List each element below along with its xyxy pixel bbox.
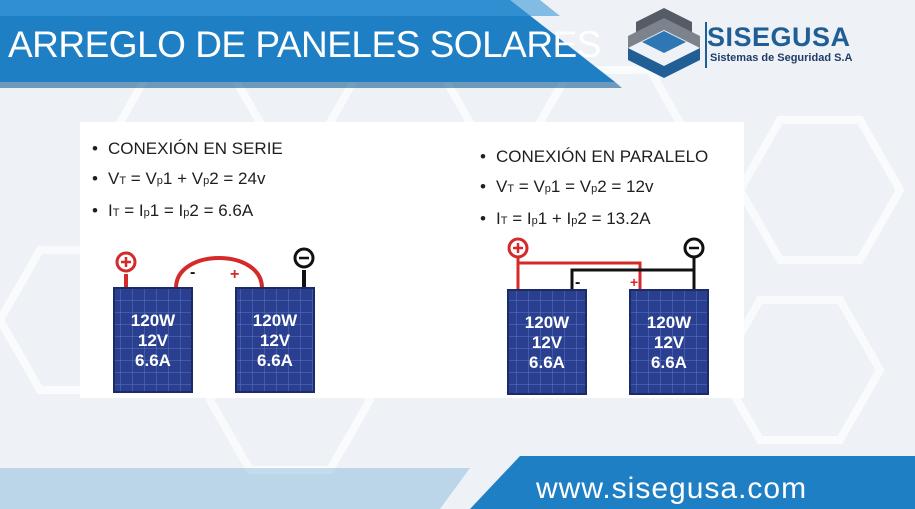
series-panel-1-watts: 120W [131,311,176,330]
series-panel-2 [235,287,315,393]
parallel-heading: • CONEXIÓN EN PARALELO [480,147,709,166]
parallel-minus-label: - [575,274,580,291]
parallel-panel-2 [629,289,709,395]
series-positive-terminal-icon [115,251,137,273]
sisegusa-logo-icon [628,8,707,78]
series-heading: • CONEXIÓN EN SERIE [92,139,283,158]
series-bullets: • CONEXIÓN EN SERIE • VT = Vp1 + Vp2 = 24v… [92,134,283,228]
parallel-panel-2-volts: 12V [654,333,685,352]
series-minus-label: - [190,264,195,281]
series-panel-2-amps: 6.6A [257,351,293,370]
parallel-wires [516,256,696,290]
parallel-current-formula: • IT = Ip1 + Ip2 = 13.2A [480,209,651,228]
series-current-formula: • IT = Ip1 = Ip2 = 6.6A [92,201,254,220]
header-band [0,0,622,88]
series-panel-1-volts: 12V [138,331,169,350]
parallel-positive-terminal-icon [507,237,529,259]
parallel-panel-1-volts: 12V [532,333,563,352]
logo-subtitle: Sistemas de Seguridad S.A [710,52,853,64]
series-plus-label: + [230,266,239,283]
page-title: ARREGLO DE PANELES SOLARES [8,24,601,65]
parallel-bullets: • CONEXIÓN EN PARALELO • VT = Vp1 = Vp2 = … [480,142,708,236]
footer-band [0,456,915,509]
series-voltage-formula: • VT = Vp1 + Vp2 = 24v [92,169,266,188]
parallel-panel-2-amps: 6.6A [651,353,687,372]
series-panel-2-volts: 12V [260,331,291,350]
parallel-panel-1-amps: 6.6A [529,353,565,372]
series-negative-terminal-icon [293,247,315,269]
website-link[interactable]: www.sisegusa.com [536,472,808,505]
series-panel-2-watts: 120W [253,311,298,330]
parallel-panel-1-watts: 120W [525,313,570,332]
parallel-panel-1 [507,289,587,395]
series-panel-1-amps: 6.6A [135,351,171,370]
parallel-plus-label: + [630,274,638,290]
parallel-panel-2-watts: 120W [647,313,692,332]
series-panel-1 [113,287,193,393]
logo-name: SISEGUSA [707,22,851,52]
parallel-negative-terminal-icon [683,237,705,259]
series-wires [124,256,306,289]
parallel-voltage-formula: • VT = Vp1 = Vp2 = 12v [480,177,654,196]
